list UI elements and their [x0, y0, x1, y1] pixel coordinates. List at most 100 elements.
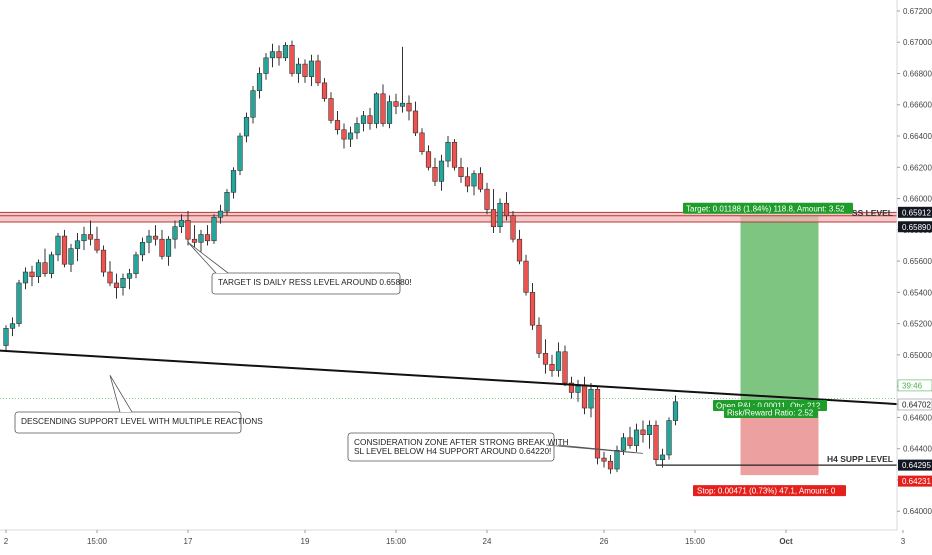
- candle-body: [659, 454, 666, 460]
- y-tick-label: 0.66800: [903, 69, 932, 78]
- candle-body: [653, 424, 659, 460]
- rr-label-bg: [724, 407, 818, 418]
- y-tick-label: 0.67000: [903, 38, 932, 47]
- x-tick-label: 15:00: [685, 537, 706, 546]
- candle-body: [633, 429, 640, 446]
- candle-body: [568, 382, 575, 393]
- candle-body: [29, 271, 35, 278]
- annotation-pointer: [187, 242, 229, 274]
- target-zone: [740, 215, 819, 402]
- candle-body: [484, 188, 490, 210]
- candle-body: [432, 166, 438, 182]
- candle-body: [620, 437, 627, 451]
- y-tick-label: 0.65400: [903, 288, 932, 297]
- price-axis-labels: 0.65912 0.65890 39:46 0.64702 0.64295 0.64231: [897, 206, 932, 487]
- candle-body: [354, 123, 360, 134]
- x-tick-label: 19: [301, 537, 310, 546]
- candle-body: [393, 101, 399, 107]
- price-tag-target: 0.65890: [902, 223, 931, 232]
- candle-body: [22, 271, 29, 284]
- candle-body: [666, 420, 672, 456]
- candle-body: [373, 93, 380, 124]
- descending-support-trendline: [0, 349, 932, 408]
- position-labels: Target: 0.01188 (1.84%) 118.8, Amount: 3…: [683, 202, 853, 497]
- candle-body: [497, 202, 503, 227]
- candle-body: [68, 248, 74, 265]
- price-axis-background[interactable]: [897, 0, 932, 530]
- candle-body: [594, 388, 601, 459]
- candle-body: [646, 424, 653, 435]
- candle-body: [107, 271, 113, 284]
- candle-body: [48, 254, 55, 274]
- price-tag-current-bg: [897, 398, 932, 411]
- candle-body: [276, 51, 282, 59]
- candle-body: [165, 238, 172, 257]
- candle-body: [217, 210, 224, 218]
- candle-body: [81, 234, 87, 242]
- candle-body: [399, 102, 406, 107]
- candle-body: [302, 63, 308, 77]
- candle-body: [191, 238, 198, 243]
- candle-body: [16, 282, 22, 324]
- candle-body: [607, 460, 614, 470]
- annotation-pointer: [109, 375, 133, 413]
- y-tick-label: 0.65000: [903, 351, 932, 360]
- annotation-layer: TARGET IS DAILY RESS LEVEL AROUND 0.6588…: [14, 242, 644, 462]
- candle-body: [627, 437, 633, 446]
- candle-body: [3, 328, 9, 346]
- candle-body: [367, 115, 373, 124]
- candle-body: [380, 93, 386, 124]
- candle-body: [458, 166, 464, 177]
- x-tick-label: 2: [4, 537, 9, 546]
- candle-body: [588, 388, 594, 409]
- target-label-bg: [683, 202, 853, 214]
- x-tick-label: 17: [184, 537, 193, 546]
- candlestick-series: [3, 40, 679, 474]
- candle-body: [100, 249, 107, 273]
- candle-body: [614, 449, 620, 470]
- candle-body: [529, 292, 536, 326]
- time-axis-ticks: 215:00171915:00242615:00Oct315:0081015:0…: [4, 530, 906, 546]
- y-tick-label: 0.66200: [903, 163, 932, 172]
- candle-body: [185, 220, 191, 240]
- candle-body: [256, 73, 263, 91]
- candle-body: [555, 351, 562, 371]
- candle-body: [640, 429, 646, 435]
- price-tag-support-bg: [898, 459, 932, 471]
- candle-body: [412, 110, 419, 134]
- candle-body: [464, 176, 471, 187]
- candle-body: [94, 238, 100, 251]
- price-tag-resistance-bg: [898, 206, 932, 218]
- candle-body: [224, 192, 230, 212]
- y-tick-label: 0.64400: [903, 445, 932, 454]
- x-tick-label: 26: [600, 537, 609, 546]
- price-tag-support: 0.64295: [902, 461, 931, 470]
- annotation-text: DESCENDING SUPPORT LEVEL WITH MULTIPLE R…: [21, 416, 263, 426]
- time-axis-background[interactable]: [0, 530, 932, 550]
- candle-body: [542, 353, 549, 365]
- candle-body: [601, 457, 607, 462]
- x-tick-label: 3: [901, 537, 906, 546]
- candle-body: [490, 209, 497, 227]
- candle-body: [471, 173, 477, 187]
- candle-body: [315, 60, 321, 84]
- candle-body: [308, 60, 315, 77]
- candle-body: [120, 277, 126, 288]
- x-tick-label: 24: [483, 537, 492, 546]
- candle-body: [152, 235, 159, 240]
- x-tick-label: 15:00: [87, 537, 108, 546]
- annotation-box: [211, 272, 401, 295]
- resistance-zone: [0, 212, 897, 223]
- stop-label-text: Stop: 0.00471 (0.73%) 47.1, Amount: 0: [697, 487, 836, 496]
- price-tag-stop: 0.64231: [902, 477, 931, 486]
- candle-body: [672, 401, 679, 421]
- candle-body: [581, 385, 588, 409]
- candle-body: [146, 235, 152, 243]
- candle-body: [237, 135, 243, 171]
- candle-body: [536, 324, 542, 354]
- candle-body: [126, 273, 133, 279]
- y-tick-label: 0.66600: [903, 101, 932, 110]
- candle-body: [451, 141, 458, 168]
